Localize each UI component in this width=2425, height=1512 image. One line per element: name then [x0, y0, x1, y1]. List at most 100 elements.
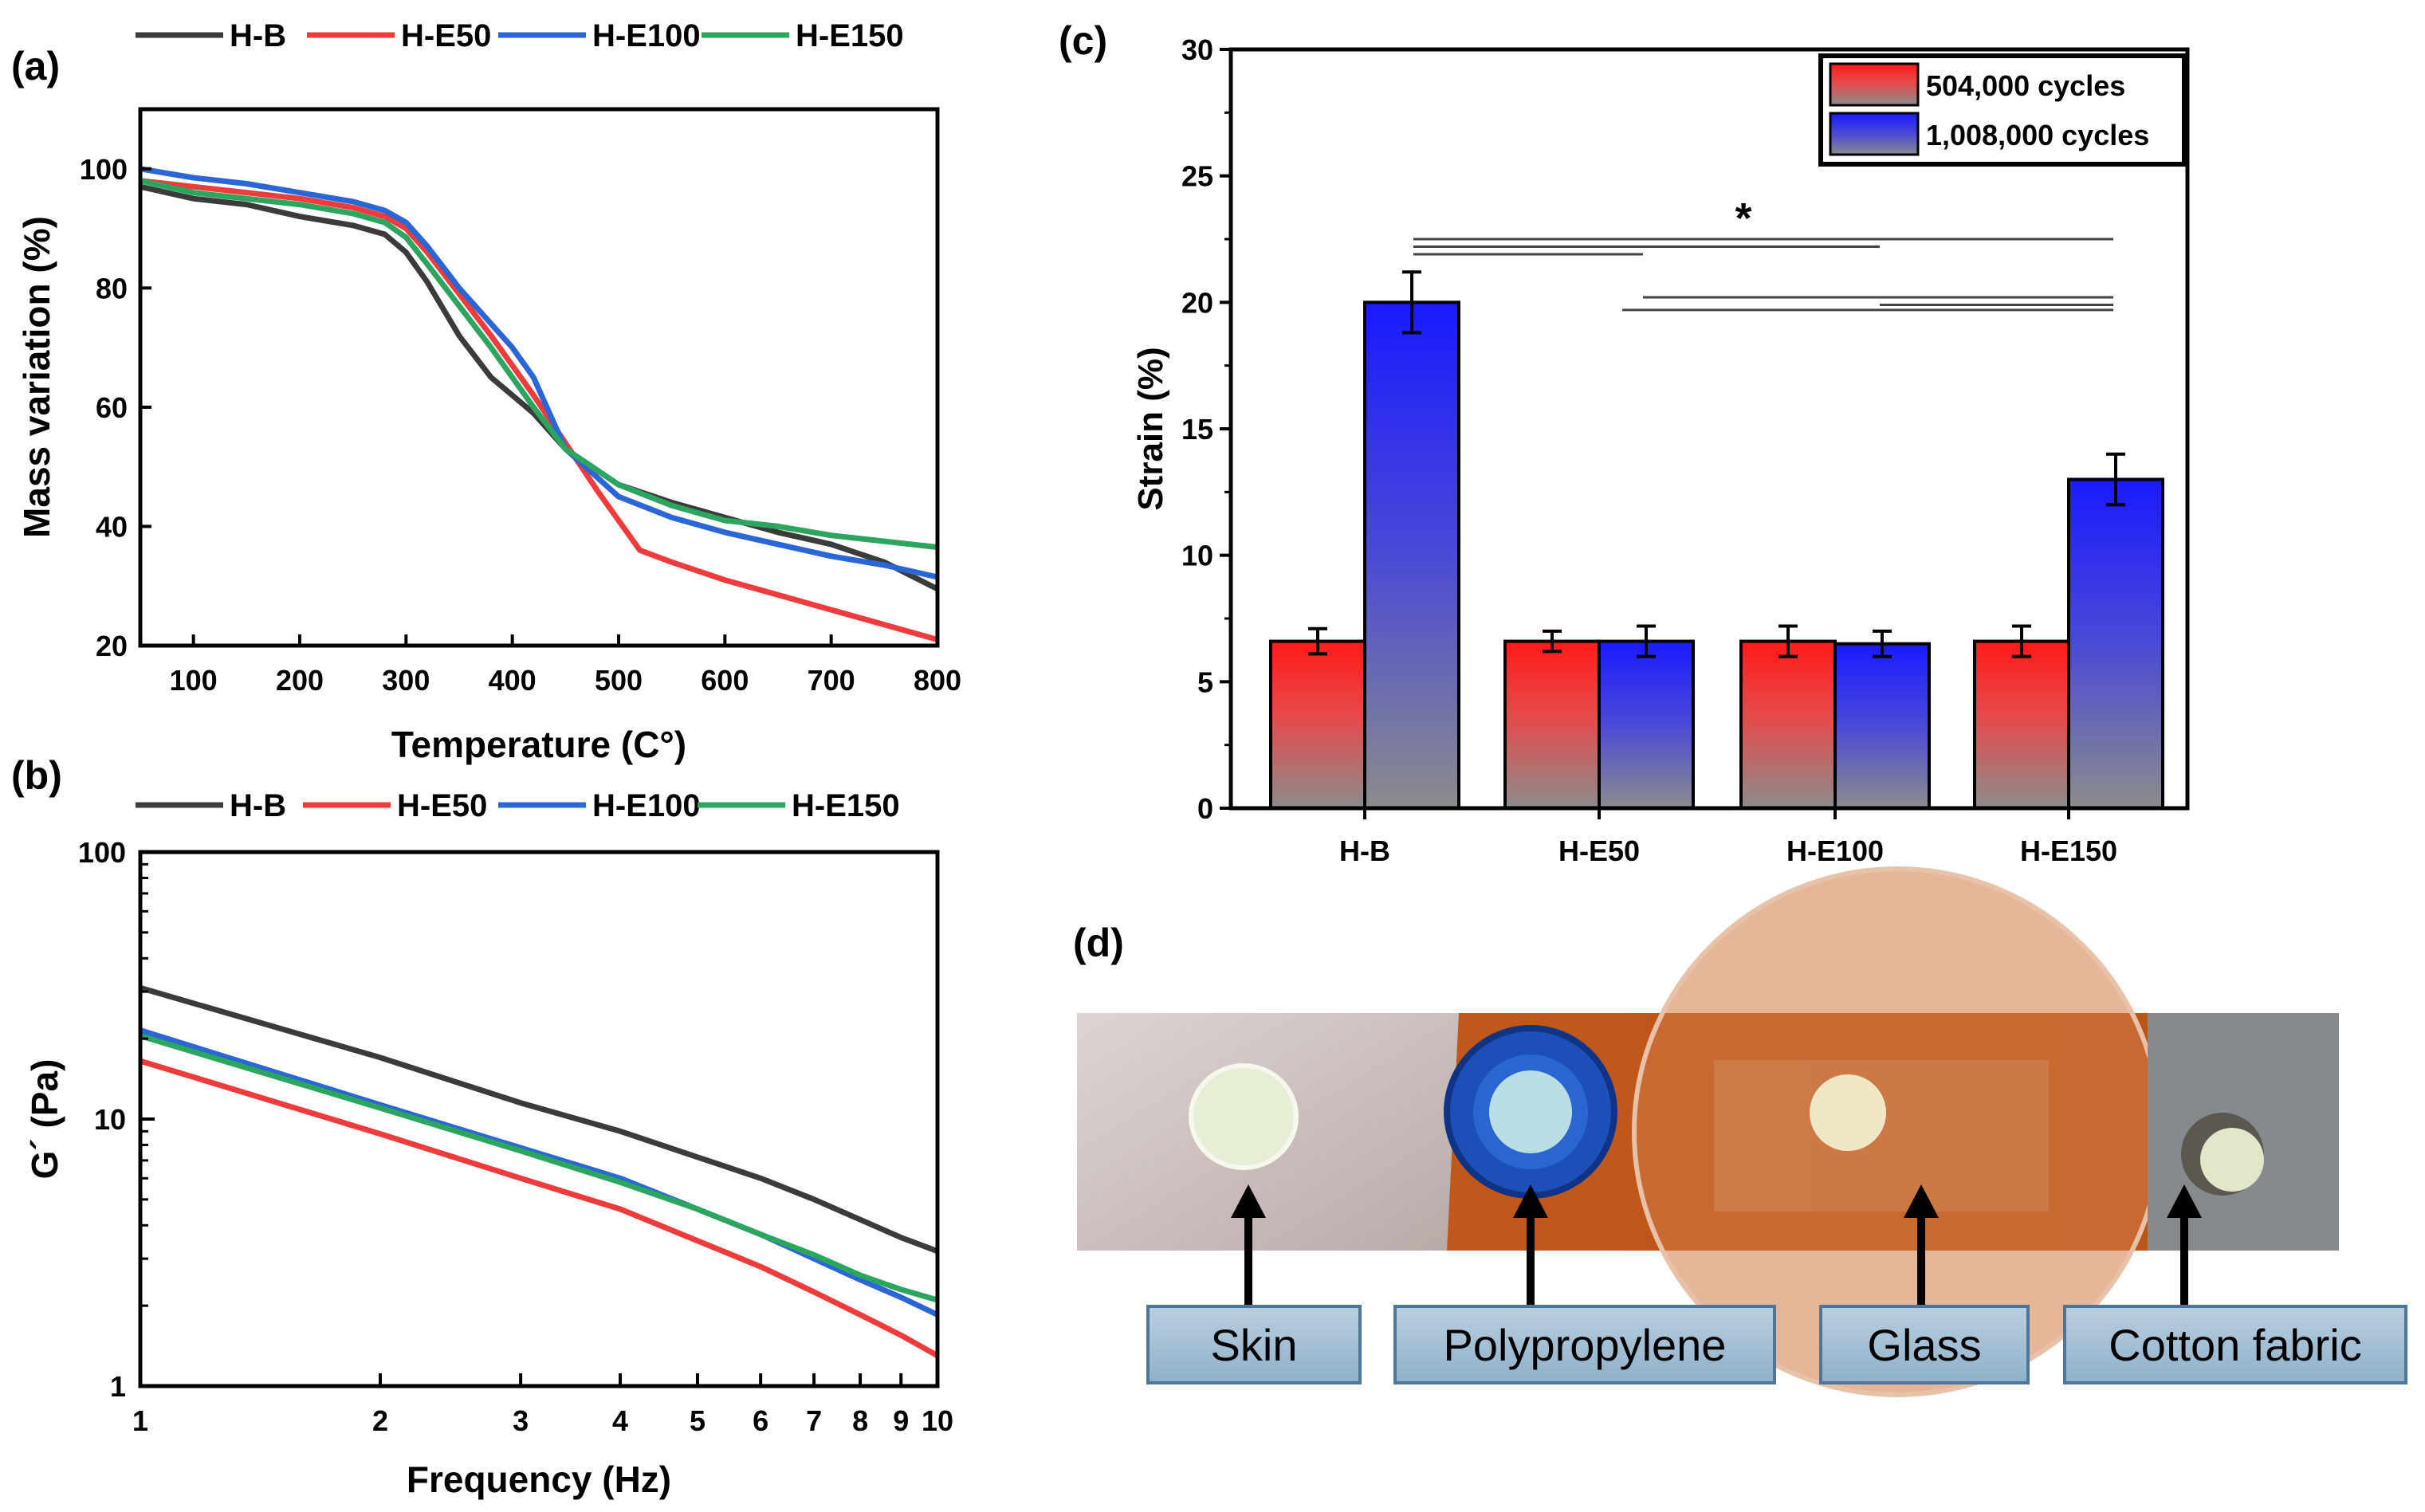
chart-a-legend-label: H-E50 — [401, 18, 491, 53]
chart-a-line-h-e50 — [140, 178, 938, 642]
chart-b-y-tick-label: 10 — [94, 1103, 126, 1136]
chart-a-y-tick-label: 20 — [96, 630, 128, 662]
chart-c-y-tick-label: 5 — [1197, 666, 1213, 698]
photo-panel-d — [1077, 866, 2425, 1397]
chart-a-legend: H-B H-E50 H-E100 H-E150 — [136, 18, 904, 53]
chart-c-x-tick-label: H-E150 — [2020, 835, 2117, 867]
photo-arrow-head — [1231, 1184, 1266, 1218]
chart-b-legend-label: H-B — [230, 788, 286, 823]
chart-a-x-tick-label: 300 — [382, 664, 430, 697]
chart-b-x-tick-label: 8 — [852, 1404, 868, 1437]
chart-b-rheology: H-B H-E50 H-E100 H-E150 1 2 3 4 5 6 7 8 9 10 110100 … — [24, 788, 953, 1500]
chart-b-legend-label: H-E100 — [592, 788, 701, 823]
chart-a-x-axis-title: Temperature (C°) — [391, 724, 686, 765]
chart-a-series — [140, 166, 939, 642]
chart-a-frame — [138, 107, 940, 648]
chart-c-legend-label: 1,008,000 cycles — [1926, 119, 2149, 151]
chart-c-y-ticks: 0 5 10 15 20 25 30 — [1181, 33, 1231, 825]
chart-a-x-ticks: 100 200 300 400 500 600 700 800 — [170, 634, 961, 697]
chart-c-bar-h-e150-long — [2067, 477, 2164, 810]
chart-b-line-h-e50 — [139, 1058, 939, 1358]
chart-c-legend: 504,000 cycles 1,008,000 cycles — [1818, 53, 2187, 167]
photo-hydrogel-on-glass — [1810, 1074, 1886, 1151]
chart-b-line-h-b — [140, 985, 939, 1255]
chart-a-x-tick-label: 400 — [489, 664, 536, 697]
chart-c-x-tick-label: H-E50 — [1558, 835, 1640, 867]
chart-a-line-h-e150 — [140, 178, 938, 551]
chart-a-x-tick-label: 700 — [808, 664, 855, 697]
chart-b-x-axis-title: Frequency (Hz) — [407, 1459, 671, 1500]
chart-c-y-tick-label: 20 — [1181, 286, 1213, 319]
photo-hydrogel-on-skin — [1189, 1063, 1299, 1170]
chart-a-y-tick-label: 100 — [80, 153, 128, 186]
chart-b-x-ticks: 1 2 3 4 5 6 7 8 9 10 — [132, 1373, 953, 1437]
chart-b-frame — [138, 850, 940, 1388]
chart-b-x-tick-label: 7 — [806, 1404, 822, 1437]
photo-label-glass: Glass — [1819, 1305, 2030, 1384]
chart-a-legend-label: H-E150 — [796, 18, 904, 53]
chart-b-y-tick-label: 100 — [78, 836, 126, 869]
photo-label-cotton-fabric: Cotton fabric — [2063, 1305, 2407, 1384]
chart-c-bar-h-b-long — [1363, 300, 1460, 811]
chart-b-legend: H-B H-E50 H-E100 H-E150 — [136, 788, 900, 823]
chart-a-x-tick-label: 100 — [170, 664, 218, 697]
panel-label-b: (b) — [11, 753, 62, 798]
chart-a-legend-label: H-B — [230, 18, 286, 53]
chart-b-y-axis-title: G´ (Pa) — [24, 1059, 65, 1180]
chart-b-x-tick-label: 9 — [893, 1404, 909, 1437]
photo-label-polypropylene: Polypropylene — [1393, 1305, 1776, 1384]
chart-c-bar-h-b-short — [1269, 639, 1366, 810]
chart-b-legend-label: H-E150 — [792, 788, 900, 823]
chart-b-y-tick-label: 1 — [110, 1370, 126, 1403]
chart-b-y-ticks: 1 10 100 — [78, 836, 155, 1403]
chart-a-y-axis-title: Mass variation (%) — [16, 216, 57, 538]
chart-b-x-tick-label: 4 — [612, 1404, 628, 1437]
photo-hydrogel-on-polypropylene — [1489, 1070, 1572, 1153]
chart-c-legend-swatch — [1829, 62, 1920, 107]
chart-c-y-axis-title: Strain (%) — [1131, 347, 1170, 510]
chart-a-x-tick-label: 500 — [595, 664, 643, 697]
chart-a-tga: H-B H-E50 H-E100 H-E150 100 200 300 400 500 600 7… — [16, 18, 961, 765]
chart-b-line-h-e150 — [139, 1033, 938, 1303]
chart-c-significance-lines — [1413, 238, 2113, 312]
chart-c-y-tick-label: 10 — [1181, 540, 1213, 572]
chart-a-x-tick-label: 800 — [914, 664, 961, 697]
chart-c-bar-h-e150-short — [1973, 639, 2070, 810]
photo-hydrogel-on-cotton-center — [2200, 1128, 2264, 1192]
chart-c-y-tick-label: 0 — [1197, 792, 1213, 825]
chart-a-y-tick-label: 60 — [96, 391, 128, 424]
chart-c-y-tick-label: 30 — [1181, 33, 1213, 66]
chart-b-x-tick-label: 1 — [132, 1404, 148, 1437]
chart-c-x-tick-label: H-B — [1339, 835, 1390, 867]
chart-c-x-ticks: H-B H-E50 H-E100 H-E150 — [1339, 808, 2117, 867]
chart-c-x-tick-label: H-E100 — [1786, 835, 1884, 867]
chart-c-bars — [1269, 270, 2164, 811]
photo-glass-slide — [1714, 1060, 2049, 1212]
chart-b-x-tick-label: 6 — [753, 1404, 768, 1437]
photo-white-mask-right — [2339, 1004, 2425, 1259]
chart-c-bar-h-e50-short — [1503, 639, 1601, 810]
chart-a-y-ticks: 20 40 60 80 100 — [80, 153, 151, 662]
chart-b-legend-label: H-E50 — [397, 788, 487, 823]
panel-label-a: (a) — [11, 44, 60, 88]
chart-c-bar-h-e50-long — [1598, 639, 1695, 810]
chart-a-y-tick-label: 80 — [96, 272, 128, 304]
chart-c-significance-star: * — [1735, 194, 1751, 242]
chart-c-strain-bars: * 504,000 cycles 1,008,000 cycles H-B H-E5… — [1131, 33, 2190, 867]
chart-a-legend-label: H-E100 — [592, 18, 701, 53]
photo-arrows — [1231, 1184, 2202, 1305]
chart-c-y-tick-label: 15 — [1181, 413, 1213, 446]
chart-b-x-tick-label: 5 — [690, 1404, 705, 1437]
chart-c-y-tick-label: 25 — [1181, 160, 1213, 193]
chart-c-legend-label: 504,000 cycles — [1926, 69, 2125, 102]
chart-a-y-tick-label: 40 — [96, 510, 128, 543]
chart-b-x-tick-label: 3 — [513, 1404, 529, 1437]
photo-arrow-head — [1904, 1184, 1939, 1218]
chart-a-x-tick-label: 600 — [701, 664, 749, 697]
chart-b-x-tick-label: 2 — [372, 1404, 388, 1437]
chart-a-line-h-e100 — [140, 166, 938, 580]
photo-label-skin: Skin — [1146, 1305, 1362, 1384]
photo-arrow-head — [1513, 1184, 1548, 1218]
chart-c-legend-swatch — [1829, 112, 1920, 156]
